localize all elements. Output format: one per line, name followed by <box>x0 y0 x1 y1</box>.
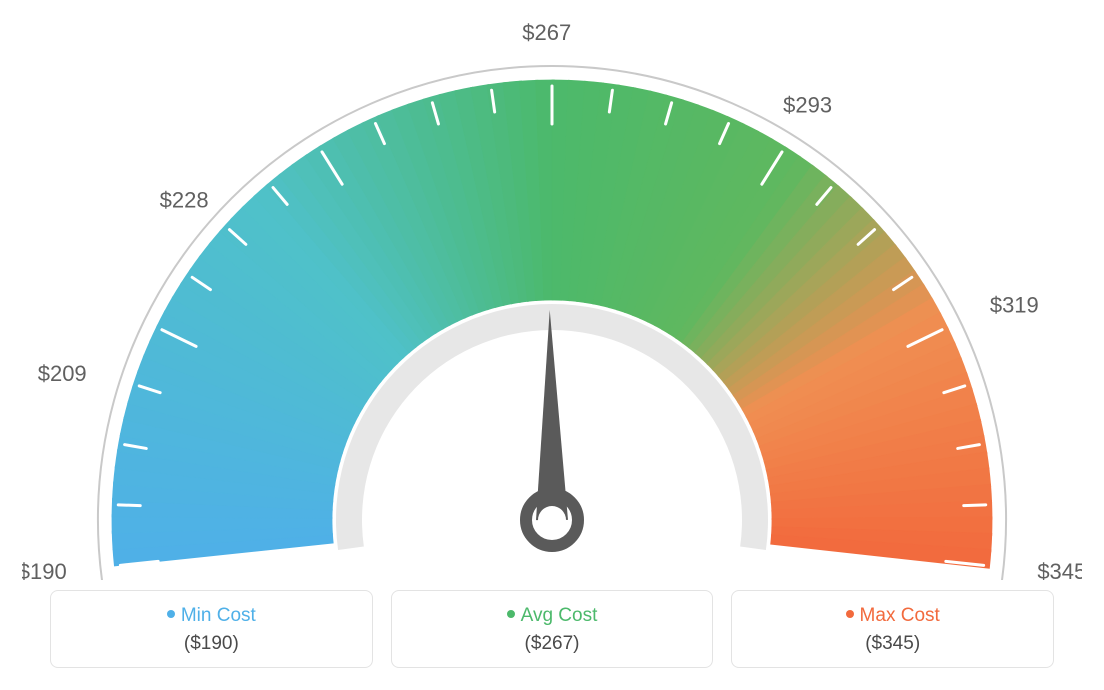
gauge-tick-label: $209 <box>38 361 87 386</box>
gauge-tick-label: $190 <box>22 559 67 580</box>
gauge-needle-hub-inner <box>538 506 566 534</box>
legend-value-max: ($345) <box>742 633 1043 655</box>
cost-gauge: $190 $209 $228 $267 $293 $319 $345 <box>20 20 1084 580</box>
gauge-tick-label: $319 <box>990 292 1039 317</box>
gauge-tick-label: $345 <box>1037 559 1082 580</box>
gauge-tick-label: $293 <box>783 92 832 117</box>
legend-row: Min Cost ($190) Avg Cost ($267) Max Cost… <box>20 590 1084 668</box>
legend-card-avg: Avg Cost ($267) <box>391 590 714 668</box>
legend-dot-avg <box>507 610 515 618</box>
legend-card-min: Min Cost ($190) <box>50 590 373 668</box>
gauge-tick-label: $267 <box>522 20 571 45</box>
legend-value-min: ($190) <box>61 633 362 655</box>
gauge-svg: $190 $209 $228 $267 $293 $319 $345 <box>22 20 1082 580</box>
legend-card-max: Max Cost ($345) <box>731 590 1054 668</box>
legend-text-avg: Avg Cost <box>521 605 598 626</box>
gauge-tick-label: $228 <box>160 187 209 212</box>
legend-text-min: Min Cost <box>181 605 256 626</box>
legend-label-max: Max Cost <box>742 605 1043 627</box>
legend-value-avg: ($267) <box>402 633 703 655</box>
legend-label-min: Min Cost <box>61 605 362 627</box>
legend-label-avg: Avg Cost <box>402 605 703 627</box>
legend-dot-min <box>167 610 175 618</box>
legend-dot-max <box>846 610 854 618</box>
legend-text-max: Max Cost <box>860 605 940 626</box>
